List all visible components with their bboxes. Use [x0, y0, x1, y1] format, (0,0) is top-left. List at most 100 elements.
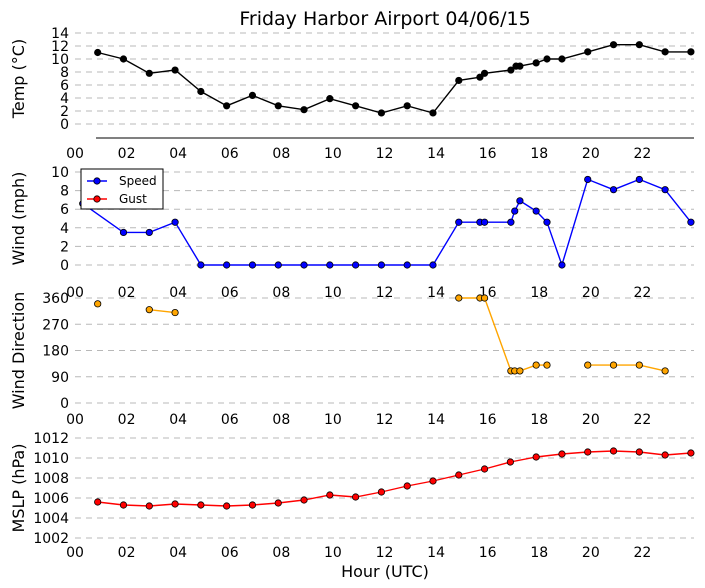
- temp-xtick-label: 14: [427, 146, 445, 162]
- wind-data-point: [119, 228, 128, 237]
- temp-ytick-label: 6: [60, 78, 69, 94]
- mslp-data-point: [506, 458, 514, 466]
- wind-data-point: [507, 218, 515, 226]
- mslp-xtick-label: 04: [169, 545, 187, 561]
- wind-xtick-label: 04: [169, 285, 187, 301]
- wind-data-point: [532, 207, 540, 215]
- mslp-data-point: [326, 491, 334, 499]
- temp-data-point: [635, 41, 643, 49]
- wind-data-point: [145, 228, 153, 237]
- panel-dir: 0 90 180 270 360 00 02 04 06 08 10 12 14 16 18 20 22 Wind…: [9, 291, 694, 428]
- dir-y-axis-label: Wind Direction: [9, 292, 28, 410]
- wind-ytick-label: 8: [60, 184, 69, 200]
- wind-data-point: [352, 261, 360, 269]
- temp-data-point: [94, 48, 102, 57]
- wind-data-point: [429, 261, 437, 269]
- mslp-data-point: [661, 451, 669, 459]
- mslp-xtick-label: 14: [427, 545, 445, 561]
- wind-ytick-label: 10: [51, 165, 69, 181]
- mslp-ytick-label: 1002: [33, 531, 69, 547]
- temp-ytick-label: 2: [60, 104, 69, 120]
- dir-data-point: [635, 361, 643, 369]
- temp-xtick-label: 10: [324, 146, 342, 162]
- mslp-data-point: [480, 465, 489, 473]
- dir-xtick-label: 16: [479, 412, 497, 428]
- mslp-xtick-label: 22: [634, 545, 652, 561]
- mslp-ytick-label: 1012: [33, 431, 69, 447]
- temp-data-point: [145, 69, 153, 77]
- mslp-data-point: [377, 488, 386, 496]
- dir-data-point: [480, 294, 489, 302]
- wind-data-point: [403, 261, 411, 269]
- temp-data-point: [532, 59, 540, 67]
- temp-ytick-label: 8: [60, 65, 69, 81]
- temp-data-point: [223, 102, 231, 110]
- dir-xtick-label: 04: [169, 412, 187, 428]
- temp-data-point: [171, 66, 179, 74]
- dir-xtick-label: 06: [221, 412, 239, 428]
- wind-data-point: [584, 175, 592, 184]
- temp-data-point: [516, 62, 524, 70]
- mslp-xtick-label: 18: [530, 545, 548, 561]
- wind-data-point: [511, 207, 519, 215]
- temp-data-point: [543, 55, 551, 63]
- mslp-ytick-label: 1008: [33, 471, 69, 487]
- temp-data-point: [300, 106, 308, 114]
- dir-series-line: [458, 297, 547, 372]
- wind-data-point: [687, 218, 695, 226]
- dir-data-point: [145, 306, 153, 314]
- wind-data-point: [609, 186, 618, 194]
- wind-data-point: [558, 261, 566, 269]
- wind-ytick-label: 2: [60, 239, 69, 255]
- wind-xtick-label: 02: [118, 285, 136, 301]
- wind-legend: Speed Gust: [80, 168, 164, 210]
- x-axis-label: Hour (UTC): [341, 562, 429, 581]
- wind-xtick-label: 10: [324, 285, 342, 301]
- dir-ytick-label: 0: [60, 396, 69, 412]
- dir-data-point: [455, 294, 463, 302]
- wind-ytick-label: 4: [60, 221, 69, 237]
- wind-data-point: [248, 261, 257, 269]
- wind-xtick-label: 18: [530, 285, 548, 301]
- dir-xtick-label: 14: [427, 412, 445, 428]
- wind-xtick-label: 14: [427, 285, 445, 301]
- wind-xtick-label: 06: [221, 285, 239, 301]
- mslp-data-point: [558, 450, 566, 458]
- temp-data-point: [326, 95, 334, 103]
- wind-data-point: [455, 218, 463, 226]
- wind-ytick-label: 6: [60, 202, 69, 218]
- temp-data-point: [687, 48, 695, 56]
- mslp-xtick-label: 20: [582, 545, 600, 561]
- temp-y-axis-label: Temp (°C): [9, 39, 28, 119]
- mslp-data-point: [171, 500, 179, 508]
- mslp-data-point: [145, 502, 153, 510]
- mslp-data-point: [403, 482, 411, 490]
- wind-data-point: [661, 186, 669, 194]
- wind-ytick-label: 0: [60, 258, 69, 274]
- temp-xtick-label: 02: [118, 146, 136, 162]
- mslp-xtick-label: 16: [479, 545, 497, 561]
- temp-data-point: [455, 76, 463, 85]
- temp-data-point: [248, 91, 257, 100]
- dir-data-point: [94, 300, 102, 308]
- dir-ytick-label: 180: [42, 344, 69, 360]
- mslp-xtick-label: 12: [376, 545, 394, 561]
- wind-data-point: [274, 261, 282, 269]
- temp-data-point: [584, 48, 592, 56]
- mslp-ytick-label: 1004: [33, 511, 69, 527]
- mslp-data-point: [197, 501, 205, 509]
- mslp-xtick-label: 00: [66, 545, 84, 561]
- temp-xtick-label: 12: [376, 146, 394, 162]
- dir-series-line: [587, 364, 666, 372]
- dir-series-line: [149, 309, 176, 314]
- dir-data-point: [661, 367, 669, 375]
- temp-xtick-label: 18: [530, 146, 548, 162]
- temp-data-point: [507, 66, 515, 74]
- dir-data-point: [516, 367, 524, 375]
- mslp-data-point: [300, 496, 308, 504]
- mslp-data-point: [635, 448, 643, 456]
- dir-xtick-label: 10: [324, 412, 342, 428]
